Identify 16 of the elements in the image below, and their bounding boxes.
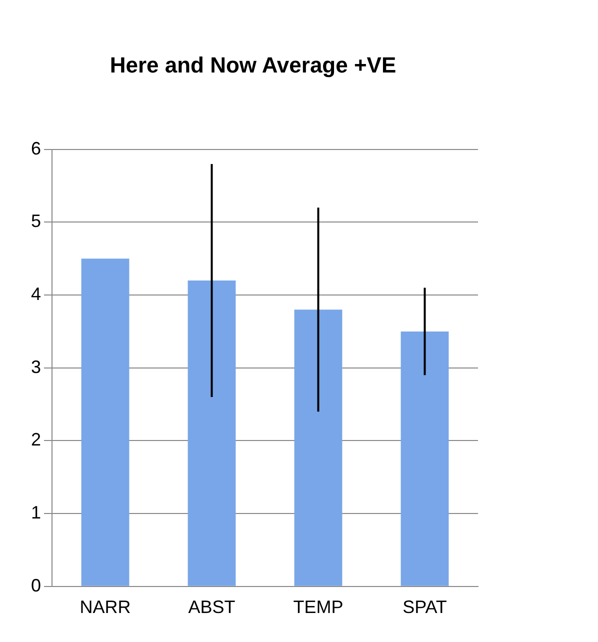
y-tick-label: 2 (30, 430, 42, 450)
y-tick-label: 1 (30, 502, 42, 523)
bar (400, 331, 449, 586)
bar (188, 280, 236, 586)
y-tick-label: 0 (30, 575, 42, 596)
bar (294, 310, 342, 586)
x-tick-label: ABST (188, 597, 236, 618)
y-tick-label: 6 (30, 138, 42, 158)
bar (81, 258, 130, 586)
y-tick-label: 3 (30, 356, 42, 377)
chart-title: Here and Now Average +VE (110, 52, 396, 78)
x-tick-label: SPAT (402, 597, 447, 618)
y-tick-label: 4 (30, 284, 42, 304)
x-tick-label: NARR (80, 597, 131, 618)
x-tick-label: TEMP (293, 597, 344, 618)
y-tick-label: 5 (30, 211, 42, 232)
